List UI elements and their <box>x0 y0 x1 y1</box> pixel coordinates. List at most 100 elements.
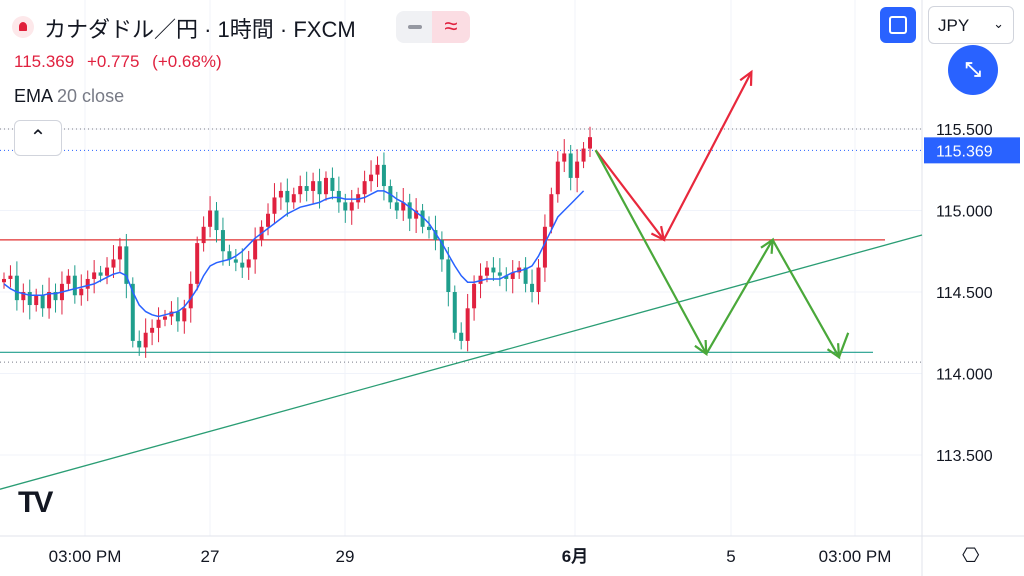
red-scenario-arrow-head <box>739 69 753 86</box>
candle-body <box>105 267 110 276</box>
candle-body <box>343 202 348 211</box>
candle-body <box>2 278 6 283</box>
currency-select[interactable]: JPY ⌄ <box>928 6 1014 44</box>
candle-body <box>369 174 374 182</box>
candle-body <box>420 210 425 227</box>
candle-body <box>8 275 13 279</box>
green-scenario-arrow-head <box>826 343 841 360</box>
candle-body <box>137 340 142 348</box>
candle-body <box>349 202 354 211</box>
candle-body <box>201 226 206 244</box>
candle-body <box>542 226 547 268</box>
candle-body <box>150 327 155 333</box>
candle-body <box>304 186 309 191</box>
symbol-title[interactable]: カナダドル／円 · 1時間 · FXCM <box>44 17 356 42</box>
candle-body <box>169 311 174 317</box>
candle-body <box>291 194 296 203</box>
candle-body <box>14 275 19 301</box>
last-price: 115.369 <box>14 52 75 71</box>
candle-body <box>433 230 438 240</box>
tradingview-logo[interactable]: TV <box>18 486 53 519</box>
candle-body <box>66 275 71 284</box>
collapse-icon[interactable]: ⤡ <box>948 45 998 95</box>
candle-body <box>246 259 251 268</box>
candle-body <box>336 190 341 203</box>
x-tick-label: 03:00 PM <box>49 547 122 566</box>
indicator-params: 20 close <box>57 86 125 106</box>
y-tick-label: 115.000 <box>936 204 993 221</box>
candle-body <box>581 148 586 162</box>
candle-body <box>53 292 58 301</box>
fullscreen-button[interactable] <box>880 7 916 43</box>
candle-body <box>72 275 77 296</box>
candle-body <box>220 230 225 252</box>
candle-body <box>427 226 432 231</box>
candle-body <box>34 295 39 306</box>
candle-body <box>208 210 213 227</box>
candle-body <box>401 202 406 211</box>
candle-body <box>439 239 444 260</box>
last-price-label: 115.369 <box>936 143 993 160</box>
candle-body <box>323 177 328 195</box>
currency-value: JPY <box>938 16 970 35</box>
canada-flag-icon <box>12 16 34 38</box>
candle-body <box>182 308 187 322</box>
candle-body <box>459 332 464 341</box>
x-tick-label: 5 <box>726 547 735 566</box>
red-scenario-arrow-head <box>650 225 666 242</box>
candle-body <box>375 164 380 175</box>
candle-body <box>117 246 122 260</box>
x-tick-label: 27 <box>201 547 220 566</box>
candle-body <box>356 194 361 203</box>
price-quote: 115.369 +0.775 (+0.68%) <box>14 52 230 72</box>
candle-body <box>491 267 496 273</box>
candle-body <box>510 272 515 279</box>
chart-style-toggle[interactable]: ≈ <box>396 11 470 43</box>
candle-body <box>330 177 335 191</box>
candle-body <box>523 267 528 284</box>
indicator-name: EMA <box>14 86 53 106</box>
candle-body <box>162 316 167 320</box>
candle-body <box>272 197 277 214</box>
chart-levels <box>0 128 923 490</box>
trend-line <box>0 234 923 490</box>
candle-body <box>85 278 90 289</box>
green-scenario-arrow <box>594 149 850 359</box>
candle-body <box>175 311 180 322</box>
x-tick-label: 03:00 PM <box>819 547 892 566</box>
candle-body <box>555 161 560 195</box>
minus-icon[interactable] <box>408 25 422 29</box>
y-tick-label: 114.000 <box>936 367 993 384</box>
candle-body <box>317 181 322 195</box>
candle-body <box>381 164 386 187</box>
candle-body <box>27 292 32 306</box>
candle-body <box>588 137 592 149</box>
wave-icon[interactable]: ≈ <box>432 11 470 43</box>
indicator-legend[interactable]: EMA 20 close <box>14 86 124 107</box>
candle-body <box>21 292 26 301</box>
price-change-pct: (+0.68%) <box>152 52 222 71</box>
y-tick-label: 113.500 <box>936 448 993 465</box>
candle-body <box>40 295 45 309</box>
candle-body <box>285 190 290 203</box>
settings-icon[interactable]: ⎔ <box>962 545 980 567</box>
candle-body <box>240 262 245 268</box>
y-tick-label: 114.500 <box>936 285 993 302</box>
candle-body <box>92 272 97 279</box>
candle-body <box>47 292 52 309</box>
candle-body <box>111 259 116 268</box>
price-change: +0.775 <box>86 52 140 71</box>
green-scenario-arrow-head <box>694 339 708 357</box>
chevron-up-button[interactable]: ⌃ <box>14 120 62 156</box>
price-axis: 115.500 115.000 114.500 114.000 113.500 115.3… <box>924 122 1020 465</box>
candle-body <box>504 275 509 279</box>
candle-body <box>568 153 573 178</box>
green-scenario-arrow-head <box>760 237 774 254</box>
candle-body <box>549 194 554 227</box>
candle-body <box>517 267 522 273</box>
candle-body <box>214 210 219 231</box>
candlestick-series <box>2 126 592 358</box>
candle-body <box>195 243 200 284</box>
